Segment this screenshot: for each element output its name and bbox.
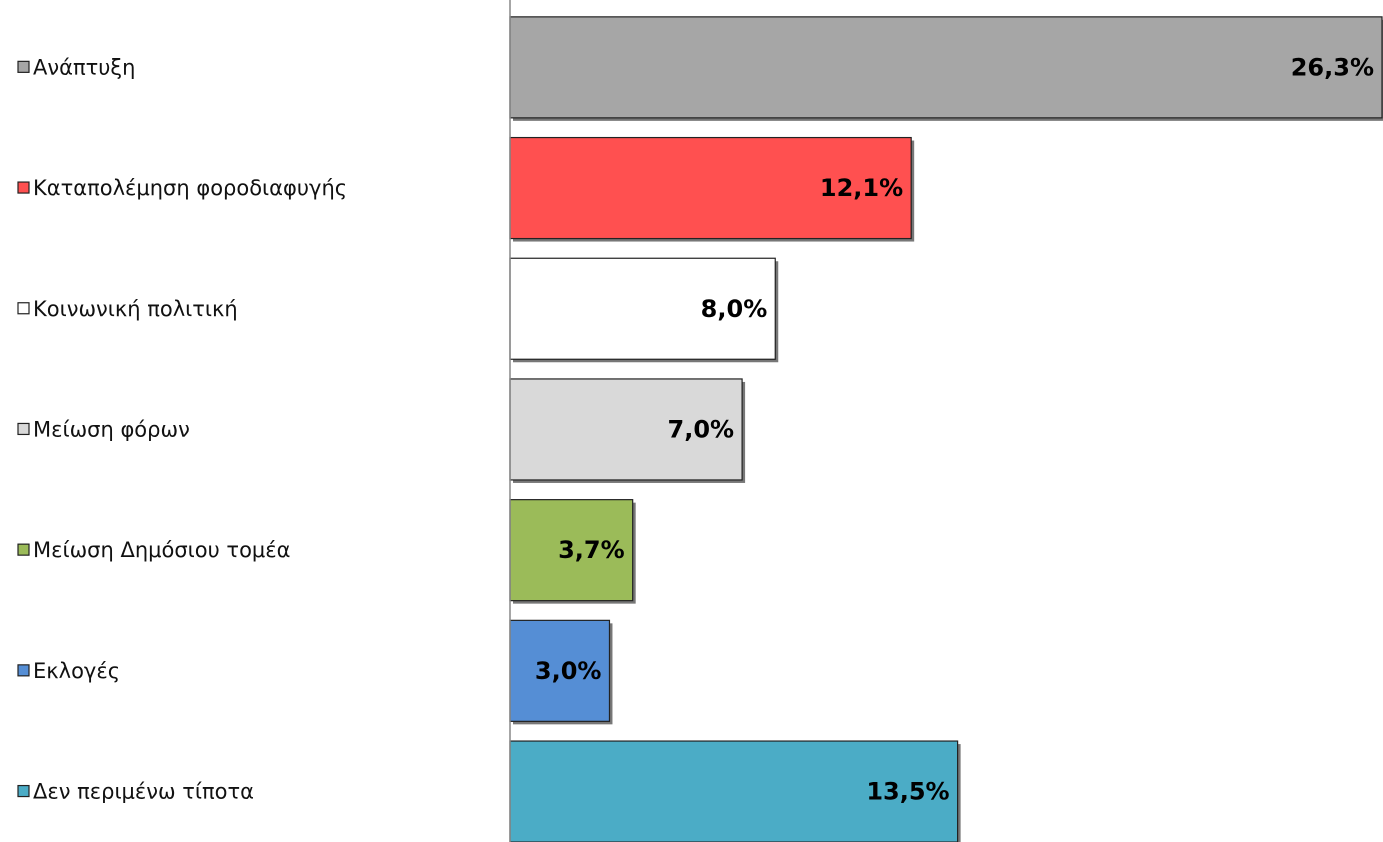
bar [509, 378, 743, 481]
data-label: 7,0% [668, 415, 735, 443]
bar [509, 499, 634, 602]
legend-swatch [17, 784, 30, 798]
category-label: Μείωση Δημόσιου τομέα [33, 538, 290, 562]
data-label: 3,7% [558, 536, 625, 564]
bar [509, 136, 912, 240]
legend-swatch [17, 422, 30, 436]
data-label: 13,5% [866, 778, 949, 806]
category-label: Δεν περιμένω τίποτα [33, 780, 254, 804]
data-label: 12,1% [820, 174, 903, 202]
bar [509, 16, 1383, 119]
legend-swatch [17, 302, 30, 315]
legend-swatch [17, 664, 30, 677]
category-label: Κοινωνική πολιτική [33, 297, 238, 321]
bar [509, 619, 611, 722]
legend-swatch [17, 60, 30, 73]
category-label: Εκλογές [33, 659, 120, 683]
category-label: Μείωση φόρων [33, 417, 190, 441]
legend-swatch [17, 543, 30, 556]
data-label: 26,3% [1291, 53, 1374, 81]
bar [509, 740, 959, 842]
category-label: Καταπολέμηση φοροδιαφυγής [33, 176, 347, 200]
data-label: 3,0% [535, 657, 602, 685]
data-label: 8,0% [701, 295, 768, 323]
bar [509, 257, 776, 360]
category-label: Ανάπτυξη [33, 55, 135, 79]
legend-swatch [17, 181, 30, 194]
